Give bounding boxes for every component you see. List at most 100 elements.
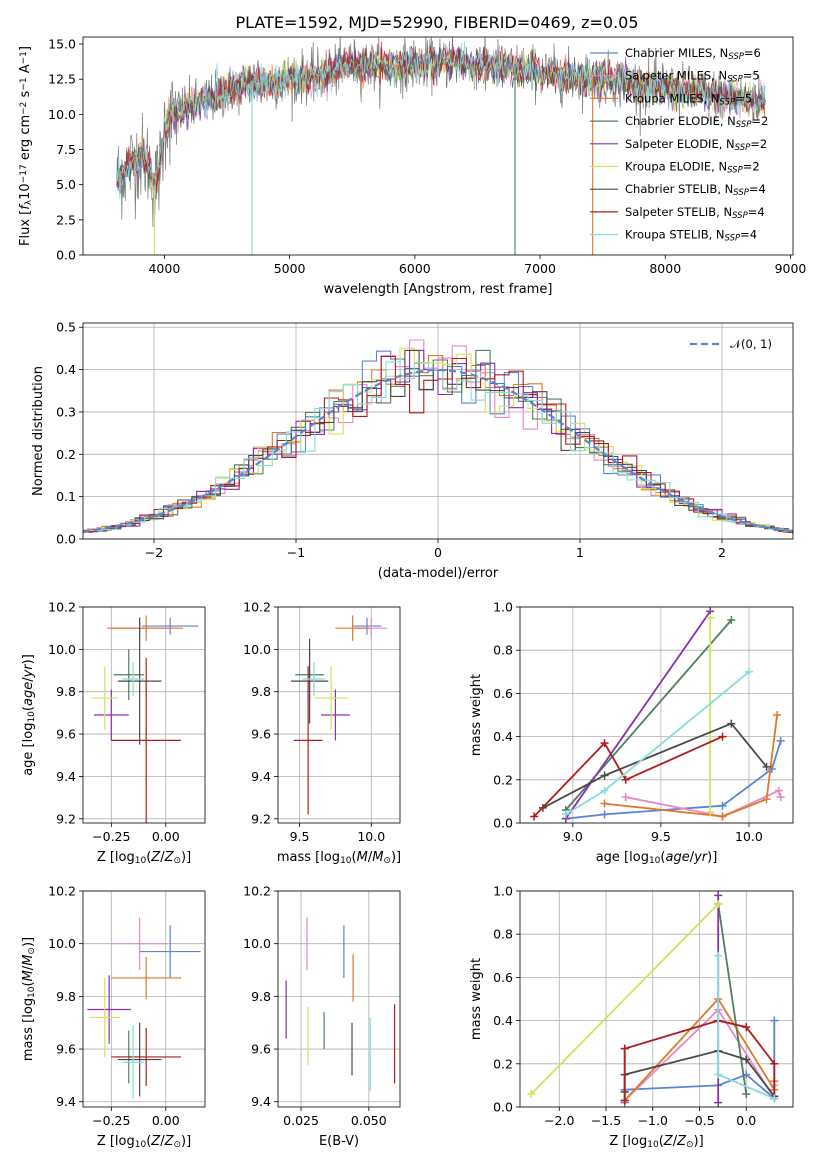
legend-entry-part: SSP: [733, 188, 749, 198]
x-tick-label: 0.00: [152, 1113, 180, 1128]
y-tick-label: 0.6: [493, 970, 513, 985]
legend-entry-part: =5: [743, 69, 760, 83]
legend-entry-part: Chabrier MILES, N: [625, 46, 728, 60]
x-tick-label: 0.0: [736, 1113, 756, 1128]
x-axis-label-part: /: [160, 850, 165, 865]
y-axis-label-part: −1: [19, 77, 29, 90]
legend-entry-part: =5: [735, 91, 752, 105]
y-tick-label: 10.0: [48, 642, 76, 657]
y-axis-label-part: /: [21, 677, 36, 682]
mass-weight-marker: [776, 793, 785, 802]
x-axis-label-part: )]: [181, 1134, 191, 1149]
y-tick-label: 0.1: [56, 489, 76, 504]
residual-histogram-step: [83, 361, 793, 533]
y-tick-label: 10.0: [48, 107, 76, 122]
y-axis-label-part: M: [21, 970, 36, 981]
x-tick-label: 0.025: [283, 1113, 319, 1128]
x-axis-label-part: age [log: [596, 850, 649, 865]
legend-entry-part: =2: [743, 160, 760, 174]
x-axis-label-part: ⊙: [383, 856, 391, 866]
x-tick-label: 9000: [775, 261, 807, 276]
y-axis-label-part: Normed distribution: [31, 366, 46, 496]
mass-weight-line: [717, 903, 748, 1095]
residual-histogram-step: [83, 347, 793, 533]
mass-weight-line: [604, 714, 778, 818]
y-axis-label-part: s: [18, 90, 33, 101]
legend-entry-part: SSP: [728, 52, 744, 62]
x-axis-label-part: Z: [164, 1134, 175, 1149]
y-axis-label-part: (: [21, 981, 36, 986]
x-axis-label-part: /: [368, 850, 373, 865]
x-axis-label-part: M: [372, 850, 383, 865]
mass-weight-marker: [600, 786, 609, 795]
x-axis-label-part: (: [352, 850, 357, 865]
x-tick-label: 7000: [524, 261, 556, 276]
x-axis-label-part: )]: [391, 850, 401, 865]
legend-entry-part: =6: [744, 46, 761, 60]
x-axis-label-part: )]: [707, 850, 717, 865]
legend-entry-part: Kroupa STELIB, N: [625, 228, 725, 242]
legend-entry-part: =4: [740, 228, 757, 242]
legend-entry: Kroupa ELODIE, NSSP=2: [625, 160, 760, 176]
x-axis-label-part: (: [146, 1134, 151, 1149]
mass-vs-Z-panel: −0.25 0.009.49.69.810.010.2Z [log10(Z/Z⊙)…: [21, 884, 206, 1150]
legend-entry-part: Salpeter ELODIE, N: [625, 137, 735, 151]
x-axis-label-part: Z: [663, 1134, 674, 1149]
x-axis-label-part: ⊙: [686, 1140, 694, 1150]
y-tick-label: 9.8: [56, 684, 76, 699]
x-axis-label-part: /: [160, 1134, 165, 1149]
y-axis-label-part: −2: [19, 102, 29, 115]
x-axis-label-part: 10: [649, 856, 661, 866]
x-axis-label-part: Z [log: [609, 1134, 647, 1149]
x-axis-label: wavelength [Angstrom, rest frame]: [324, 282, 553, 297]
spectrum-panel: 4000 5000 6000 7000 8000 9000 0.0 2.5 5.0 7.5 10.0…: [18, 37, 807, 297]
mass-weight-series: [530, 607, 785, 823]
y-tick-label: 0.2: [493, 772, 513, 787]
mass-weight-marker: [770, 1094, 779, 1103]
x-axis-label: Z [log10(Z/Z⊙)]: [609, 1134, 703, 1150]
mass-weight-vs-age-panel: 9.0 9.5 10.0 0.0 0.2 0.4 0.6 0.8 1.0 age [log10(a…: [469, 600, 794, 866]
mass-weight-vs-Z-panel: −2.0 −1.5 −1.0 −0.5 0.0 0.0 0.2 0.4 0.6 0.8 1.0 Z […: [469, 884, 794, 1150]
x-tick-label: −0.5: [684, 1113, 714, 1128]
y-tick-label: 10.2: [243, 600, 271, 615]
y-tick-label: 9.6: [56, 1042, 76, 1057]
x-axis-label-part: /: [673, 1134, 678, 1149]
y-tick-label: 5.0: [56, 177, 76, 192]
legend-entry-part: Kroupa MILES, N: [625, 91, 720, 105]
x-tick-label: 0.00: [152, 829, 180, 844]
mass-weight-marker: [527, 1090, 536, 1099]
y-tick-label: 10.0: [48, 936, 76, 951]
mass-weight-marker: [770, 1016, 779, 1025]
chart-panels: 4000 5000 6000 7000 8000 90000.02.55.07.510.0…: [18, 37, 807, 1151]
y-tick-label: 9.4: [56, 1094, 76, 1109]
mass-weight-line: [625, 789, 782, 818]
y-tick-label: 0.2: [56, 447, 76, 462]
errorbars: [285, 917, 396, 1092]
y-tick-label: 10.2: [48, 600, 76, 615]
axes-frame: [277, 890, 401, 1108]
y-tick-label: 0.2: [493, 1056, 513, 1071]
legend-entry-part: Chabrier ELODIE, N: [625, 114, 736, 128]
y-axis-label-part: age [log: [21, 723, 36, 776]
y-axis-label-part: A: [18, 64, 33, 77]
x-tick-label: 9.5: [651, 829, 671, 844]
y-tick-label: 0.0: [493, 1100, 513, 1115]
x-tick-label: −1.5: [591, 1113, 621, 1128]
x-tick-label: 6000: [399, 261, 431, 276]
mass-weight-marker: [621, 793, 630, 802]
y-tick-label: 2.5: [56, 212, 76, 227]
x-tick-label: 8000: [649, 261, 681, 276]
x-axis-label-part: 10: [135, 1140, 147, 1150]
y-axis-label-part: age: [21, 682, 36, 706]
mass-weight-line: [530, 903, 719, 1095]
mass-weight-marker: [770, 1059, 779, 1068]
legend-entry-part: =2: [751, 114, 768, 128]
legend-entry: Chabrier ELODIE, NSSP=2: [625, 114, 768, 130]
y-tick-label: 9.6: [56, 727, 76, 742]
y-axis-label-part: )]: [21, 654, 36, 664]
x-tick-label: 10.0: [735, 829, 763, 844]
y-axis-label: Flux [fλ10−17 erg cm−2 s−1 A−1]: [18, 46, 34, 246]
y-axis-label-part: mass [log: [21, 998, 36, 1061]
